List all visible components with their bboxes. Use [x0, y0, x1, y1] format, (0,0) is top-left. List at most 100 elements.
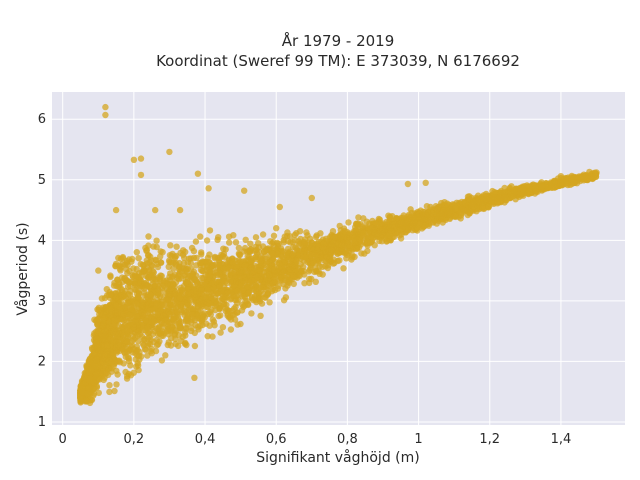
scatter-point [206, 273, 213, 280]
scatter-point [205, 185, 212, 192]
scatter-point [122, 345, 129, 352]
scatter-point [106, 382, 113, 389]
scatter-point [155, 280, 162, 287]
scatter-point [451, 212, 458, 220]
scatter-point [236, 251, 243, 258]
x-tick-label: 0,2 [124, 432, 145, 447]
scatter-point [266, 299, 273, 306]
scatter-point [182, 332, 189, 339]
scatter-point [145, 233, 152, 240]
scatter-point [148, 350, 155, 357]
scatter-point [526, 188, 534, 195]
scatter-point [165, 305, 172, 312]
scatter-point [206, 322, 213, 329]
scatter-point [240, 287, 247, 294]
scatter-point [114, 309, 121, 316]
scatter-point [191, 374, 198, 381]
scatter-point [147, 291, 154, 299]
scatter-point [286, 266, 293, 273]
scatter-point [175, 292, 183, 300]
scatter-point [319, 263, 326, 270]
scatter-point [312, 233, 320, 241]
scatter-point [95, 327, 102, 335]
scatter-point [133, 347, 140, 355]
scatter-point [336, 257, 343, 264]
scatter-point [152, 256, 159, 263]
scatter-point [133, 305, 141, 312]
scatter-point [239, 258, 247, 265]
scatter-point [192, 238, 200, 245]
scatter-point [473, 205, 480, 213]
scatter-point [169, 273, 176, 280]
scatter-point [240, 274, 247, 281]
scatter-point [277, 245, 285, 252]
scatter-point [199, 267, 207, 275]
scatter-point [100, 322, 107, 329]
scatter-point [345, 237, 353, 245]
scatter-point [233, 287, 241, 294]
scatter-point [116, 357, 123, 364]
scatter-point [503, 194, 510, 202]
scatter-point [156, 338, 163, 345]
scatter-point [198, 287, 205, 294]
scatter-point [143, 279, 150, 286]
scatter-point [173, 243, 180, 250]
scatter-point [444, 200, 451, 207]
scatter-point [222, 246, 229, 253]
scatter-point [322, 258, 330, 265]
scatter-point [159, 328, 166, 335]
scatter-point [206, 259, 214, 267]
scatter-point [123, 257, 131, 265]
scatter-point [186, 272, 193, 280]
scatter-point [329, 228, 337, 235]
scatter-point [111, 327, 119, 334]
scatter-point [289, 239, 297, 246]
scatter-point [124, 338, 131, 345]
scatter-point [368, 224, 376, 232]
scatter-point [294, 255, 301, 262]
scatter-point [146, 266, 153, 274]
scatter-point [256, 298, 264, 305]
scatter-point [175, 342, 182, 350]
scatter-point [218, 287, 225, 295]
scatter-point [194, 170, 202, 177]
scatter-point [144, 324, 152, 331]
scatter-point [490, 197, 498, 204]
scatter-point [134, 360, 141, 367]
scatter-point [269, 250, 276, 257]
scatter-point [115, 322, 122, 329]
scatter-point [264, 291, 271, 298]
scatter-point [470, 198, 478, 206]
scatter-point [136, 290, 143, 298]
scatter-point [396, 232, 403, 239]
scatter-point [196, 298, 203, 305]
scatter-point [355, 214, 362, 221]
scatter-point [100, 311, 107, 318]
scatter-point [162, 297, 170, 304]
scatter-point [219, 324, 227, 331]
scatter-point [204, 333, 211, 340]
scatter-point [422, 222, 429, 229]
scatter-point [170, 259, 177, 266]
scatter-point [146, 259, 153, 266]
scatter-point [282, 294, 290, 301]
scatter-point [155, 289, 162, 296]
scatter-point [421, 216, 428, 223]
scatter-point [273, 225, 280, 232]
scatter-point [257, 258, 264, 266]
scatter-point [252, 234, 260, 241]
scatter-point [178, 268, 185, 275]
x-tick-label: 1 [414, 432, 422, 447]
scatter-point [308, 245, 315, 252]
scatter-point [154, 296, 161, 304]
scatter-point [167, 242, 174, 249]
scatter-point [281, 233, 288, 240]
scatter-point [100, 333, 108, 340]
scatter-point [217, 312, 224, 319]
scatter-point [112, 260, 120, 268]
scatter-point [158, 301, 165, 308]
y-tick-label: 2 [38, 354, 46, 369]
scatter-point [245, 289, 252, 297]
scatter-point [150, 243, 157, 250]
scatter-point [190, 247, 198, 255]
